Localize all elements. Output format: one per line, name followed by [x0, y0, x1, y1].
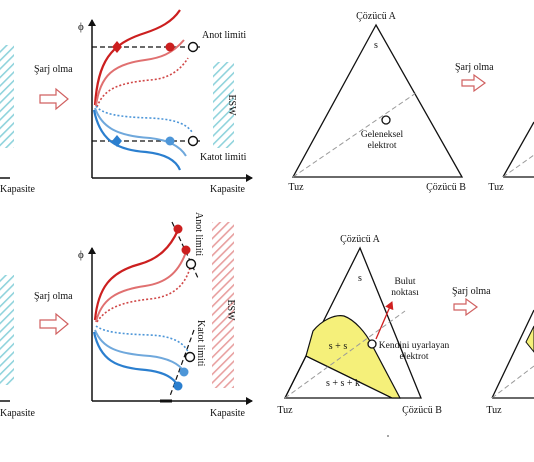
- charge-arrow-icon: [39, 87, 69, 111]
- anode-curve-dotted: [96, 57, 189, 108]
- point-label-line1: Kendini uyarlayan: [379, 341, 450, 351]
- right-vertex-label: Çözücü B: [402, 405, 442, 416]
- esw-band: [213, 62, 234, 148]
- anode-marker-open: [185, 258, 197, 270]
- inner-s-label: s: [374, 40, 378, 51]
- x-axis-label: Kapasite: [210, 408, 246, 419]
- anode-marker-mid: [181, 245, 191, 255]
- esw-label: ESW: [226, 94, 237, 116]
- partial-x-axis-label: Kapasite: [0, 184, 36, 195]
- charge-label: Şarj olma: [34, 64, 73, 75]
- charge-label: Şarj olma: [455, 62, 494, 73]
- cathode-limit-label: Katot limiti: [195, 320, 206, 367]
- partial-x-axis-label: Kapasite: [0, 408, 36, 419]
- cathode-marker-dark: [112, 135, 122, 147]
- tie-line-left: [284, 355, 307, 399]
- partial-two-phase-region: [525, 325, 534, 353]
- dilution-line: [292, 92, 417, 178]
- point-label-line2: elektrot: [367, 141, 396, 151]
- tie-line-right: [305, 355, 393, 399]
- partial-dilution-line: [502, 154, 534, 178]
- anode-marker-dark: [112, 41, 122, 53]
- top-right-panel: Çözücü A s Tuz Çözücü B Geleneksel elekt…: [288, 11, 534, 193]
- anode-marker-open: [187, 41, 199, 53]
- esw-label: ESW: [225, 299, 236, 321]
- x-axis-label: Kapasite: [210, 184, 246, 195]
- partial-dilution-line: [491, 365, 534, 399]
- apex-label: Çözücü A: [340, 234, 380, 245]
- y-axis-symbol: ϕ: [78, 249, 84, 261]
- anode-curve-mid: [95, 251, 187, 323]
- partial-triangle-side: [491, 309, 534, 399]
- inner-s-label: s: [358, 273, 362, 284]
- cloud-label-line2: noktası: [391, 288, 419, 298]
- point-label-line1: Geleneksel: [361, 130, 404, 140]
- charge-arrow-icon: [453, 297, 479, 317]
- esw-band-partial: [0, 275, 14, 385]
- cloud-point-arrow: [375, 301, 394, 340]
- cathode-curve-mid: [94, 329, 185, 373]
- charge-label: Şarj olma: [34, 291, 73, 302]
- cathode-marker-open: [184, 351, 196, 363]
- point-label-line2: elektrot: [399, 352, 428, 362]
- cathode-curve-dotted: [95, 105, 193, 133]
- y-axis-symbol: ϕ: [78, 21, 84, 33]
- cathode-curve-dotted: [95, 325, 191, 357]
- charge-arrow-icon: [39, 312, 69, 336]
- cathode-marker-open: [187, 135, 199, 147]
- anode-curve-dotted: [96, 267, 191, 323]
- esw-band: [212, 222, 234, 388]
- esw-band-partial: [0, 45, 14, 148]
- cathode-marker-mid: [179, 367, 189, 377]
- anode-curve-dark: [93, 9, 181, 106]
- dilution-line: [284, 310, 406, 399]
- right-vertex-label: Çözücü B: [426, 182, 466, 193]
- partial-vertex-label: Tuz: [488, 182, 504, 193]
- electrode-point: [381, 115, 391, 125]
- left-vertex-label: Tuz: [288, 182, 304, 193]
- ternary-triangle: [291, 23, 464, 178]
- anode-marker-mid: [165, 42, 175, 52]
- apex-label: Çözücü A: [356, 11, 396, 22]
- cathode-marker-mid: [165, 136, 175, 146]
- bottom-left-panel: Kapasite Şarj olma ϕ Kapasite Anot limit…: [0, 212, 253, 419]
- cathode-curve-mid: [94, 107, 187, 157]
- charge-arrow-icon: [461, 73, 487, 93]
- anode-limit-label: Anot limiti: [202, 30, 246, 41]
- bottom-right-panel: Çözücü A s Tuz Çözücü B s + s s + s + k …: [277, 234, 534, 437]
- top-left-panel: Kapasite Şarj olma ϕ Kapasite Anot limit…: [0, 9, 253, 195]
- charge-label: Şarj olma: [452, 286, 491, 297]
- two-phase-label: s + s: [329, 341, 348, 352]
- anode-limit-label: Anot limiti: [193, 212, 204, 256]
- cathode-curve-dark: [92, 109, 182, 171]
- cathode-limit-label: Katot limiti: [200, 152, 247, 163]
- partial-vertex-label: Tuz: [486, 405, 502, 416]
- anode-curve-dark: [93, 229, 180, 321]
- cathode-marker-dark: [173, 381, 183, 391]
- partial-triangle-side: [502, 121, 534, 178]
- stray-dot: [387, 435, 389, 437]
- left-vertex-label: Tuz: [277, 405, 293, 416]
- three-phase-label: s + s + k: [326, 378, 360, 389]
- cathode-curve-dark: [92, 331, 179, 387]
- anode-marker-dark: [173, 224, 183, 234]
- cloud-label-line1: Bulut: [394, 277, 415, 287]
- electrode-point: [367, 339, 377, 349]
